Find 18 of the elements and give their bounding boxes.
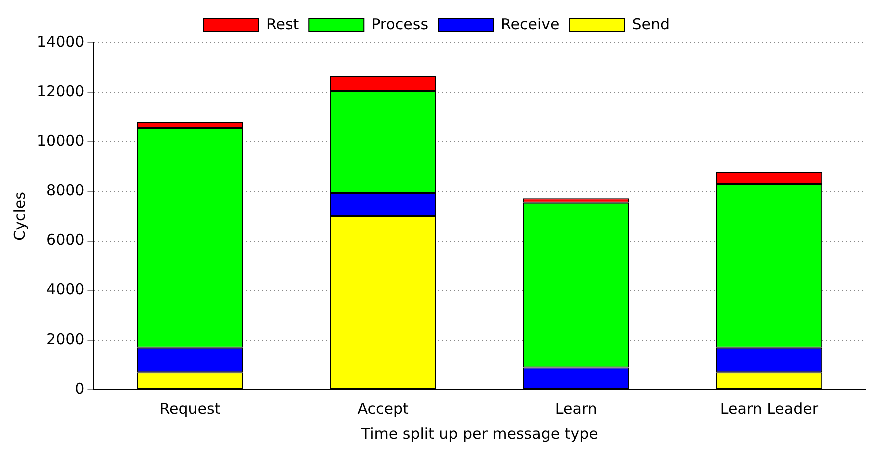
y-tick-label: 10000 [37,132,85,150]
legend-label: Receive [501,15,560,34]
y-tick-label: 4000 [46,280,85,299]
y-tick-label: 6000 [46,231,85,250]
x-tick-label: Request [160,400,221,418]
y-axis-title: Cycles [10,192,29,241]
y-tick-label: 0 [75,380,85,398]
x-tick-label: Accept [358,400,410,418]
y-tick-label: 8000 [46,182,85,200]
legend-label: Rest [266,15,300,34]
x-tick-label: Learn Leader [720,400,820,418]
y-tick-label: 12000 [37,82,85,100]
y-tick-label: 14000 [37,32,85,51]
legend-label: Send [632,15,670,34]
y-tick-label: 2000 [46,330,85,348]
x-tick-label: Learn [555,400,598,418]
legend-label: Process [372,15,429,34]
x-axis-title: Time split up per message type [360,424,598,443]
